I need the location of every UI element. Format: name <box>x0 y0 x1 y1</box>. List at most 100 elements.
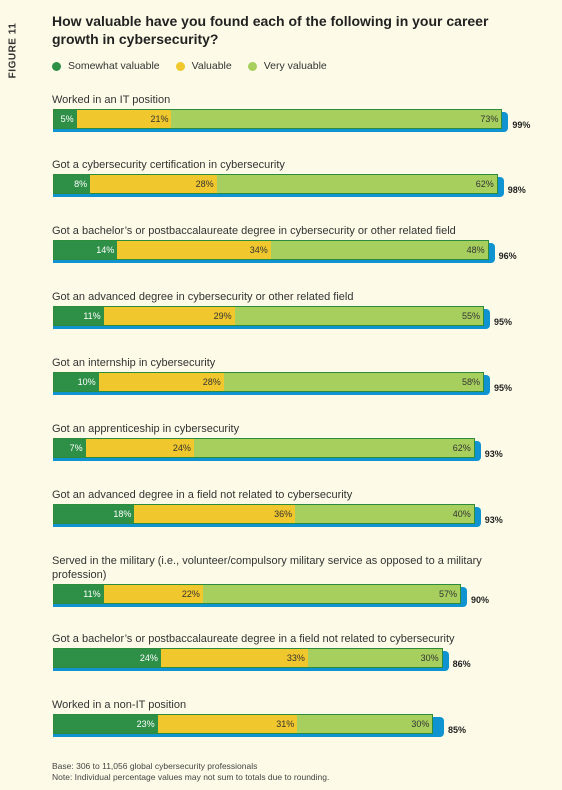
segment-value-label: 21% <box>150 114 169 124</box>
stacked-bar: 11% 22% 57% <box>53 584 461 604</box>
bar-segment-very-valuable: 55% <box>234 307 483 325</box>
category-label: Got a cybersecurity certification in cyb… <box>52 159 285 171</box>
bar-segment-valuable: 36% <box>134 505 296 523</box>
stacked-bar: 23% 31% 30% <box>53 714 434 734</box>
segment-value-label: 11% <box>83 589 101 599</box>
legend-item-valuable: Valuable <box>175 60 232 72</box>
segment-value-label: 48% <box>466 245 485 255</box>
bar-segment-valuable: 31% <box>157 715 298 733</box>
segment-value-label: 11% <box>83 311 101 321</box>
segment-value-label: 28% <box>195 179 214 189</box>
segment-value-label: 55% <box>461 311 480 321</box>
total-value-label: 93% <box>484 449 503 459</box>
segment-value-label: 14% <box>96 245 115 255</box>
legend-item-somewhat: Somewhat valuable <box>52 60 160 72</box>
legend-label-valuable: Valuable <box>191 60 232 72</box>
stacked-bar: 8% 28% 62% <box>53 174 498 194</box>
bar-segment-very-valuable: 57% <box>202 585 460 603</box>
segment-value-label: 73% <box>480 114 499 124</box>
bar-segment-somewhat-valuable: 7% <box>54 439 86 457</box>
stacked-bar: 10% 28% 58% <box>53 372 484 392</box>
rounding-note: Note: Individual percentage values may n… <box>52 772 330 782</box>
segment-value-label: 62% <box>452 443 471 453</box>
category-label: Got an internship in cybersecurity <box>52 357 216 369</box>
bar-segment-very-valuable: 62% <box>193 439 474 457</box>
total-value-label: 95% <box>494 317 513 327</box>
category-label: Worked in a non-IT position <box>52 699 187 711</box>
bar-segment-very-valuable: 62% <box>216 175 497 193</box>
segment-value-label: 7% <box>69 443 83 453</box>
bar-segment-somewhat-valuable: 24% <box>54 649 161 667</box>
segment-value-label: 8% <box>74 179 88 189</box>
category-label: Got a bachelor’s or postbaccalaureate de… <box>52 225 456 237</box>
bar-segment-valuable: 33% <box>160 649 308 667</box>
segment-value-label: 10% <box>77 377 96 387</box>
segment-value-label: 5% <box>60 114 74 124</box>
base-note: Base: 306 to 11,056 global cybersecurity… <box>52 761 258 771</box>
segment-value-label: 28% <box>202 377 221 387</box>
legend-item-very: Very valuable <box>247 60 327 72</box>
segment-value-label: 18% <box>113 509 132 519</box>
bar-segment-very-valuable: 40% <box>295 505 474 523</box>
stacked-bar: 5% 21% 73% <box>53 109 503 129</box>
footnote: Base: 306 to 11,056 global cybersecurity… <box>52 761 329 783</box>
segment-value-label: 29% <box>213 311 232 321</box>
stacked-bar: 24% 33% 30% <box>53 648 443 668</box>
total-value-label: 99% <box>512 120 531 130</box>
bar-segment-valuable: 22% <box>103 585 203 603</box>
segment-value-label: 30% <box>411 719 430 729</box>
chart-title: How valuable have you found each of the … <box>52 13 489 47</box>
legend-label-somewhat: Somewhat valuable <box>68 60 160 72</box>
bar-segment-valuable: 28% <box>90 175 217 193</box>
total-value-label: 95% <box>494 383 513 393</box>
bar-segment-very-valuable: 30% <box>297 715 433 733</box>
bar-segment-somewhat-valuable: 18% <box>54 505 135 523</box>
segment-value-label: 36% <box>274 509 293 519</box>
stacked-bar: 18% 36% 40% <box>53 504 475 524</box>
figure-label: FIGURE 11 <box>7 22 19 78</box>
segment-value-label: 31% <box>276 719 295 729</box>
segment-value-label: 58% <box>461 377 480 387</box>
bar-segment-valuable: 28% <box>98 373 224 391</box>
legend-swatch-somewhat <box>52 61 61 71</box>
legend-swatch-very <box>247 61 257 71</box>
bar-segment-very-valuable: 73% <box>171 110 502 128</box>
category-label: Got a bachelor’s or postbaccalaureate de… <box>52 633 455 645</box>
segment-value-label: 34% <box>249 245 268 255</box>
bar-segment-valuable: 29% <box>103 307 235 325</box>
total-value-label: 93% <box>484 515 503 525</box>
bar-segment-very-valuable: 58% <box>223 373 483 391</box>
segment-value-label: 22% <box>181 589 200 599</box>
segment-value-label: 23% <box>136 719 155 729</box>
total-value-label: 90% <box>471 595 490 605</box>
category-label: Got an advanced degree in cybersecurity … <box>52 291 354 303</box>
bar-segment-valuable: 24% <box>85 439 194 457</box>
segment-value-label: 40% <box>452 509 471 519</box>
bar-segment-somewhat-valuable: 14% <box>54 241 118 259</box>
legend-swatch-valuable <box>175 61 185 71</box>
category-label: Served in the military (i.e., volunteer/… <box>52 555 482 581</box>
bar-segment-very-valuable: 30% <box>307 649 442 667</box>
segment-value-label: 57% <box>438 589 457 599</box>
segment-value-label: 30% <box>420 653 439 663</box>
stacked-bar: 7% 24% 62% <box>53 438 475 458</box>
total-value-label: 98% <box>507 185 526 195</box>
total-value-label: 96% <box>498 251 517 261</box>
bar-segment-somewhat-valuable: 11% <box>54 585 104 603</box>
stacked-bar: 14% 34% 48% <box>53 240 489 260</box>
bar-segment-somewhat-valuable: 23% <box>54 715 158 733</box>
bar-segment-very-valuable: 48% <box>270 241 488 259</box>
segment-value-label: 62% <box>475 179 494 189</box>
bar-segment-valuable: 34% <box>117 241 271 259</box>
bar-segment-somewhat-valuable: 5% <box>54 110 77 128</box>
total-value-label: 86% <box>452 659 471 669</box>
bar-segment-somewhat-valuable: 10% <box>54 373 99 391</box>
bar-segment-somewhat-valuable: 11% <box>54 307 104 325</box>
bar-segment-somewhat-valuable: 8% <box>54 175 91 193</box>
segment-value-label: 33% <box>286 653 305 663</box>
bar-segment-valuable: 21% <box>76 110 172 128</box>
segment-value-label: 24% <box>172 443 191 453</box>
stacked-bar: 11% 29% 55% <box>53 306 484 326</box>
segment-value-label: 24% <box>139 653 158 663</box>
legend: Somewhat valuable Valuable Very valuable <box>52 60 327 72</box>
